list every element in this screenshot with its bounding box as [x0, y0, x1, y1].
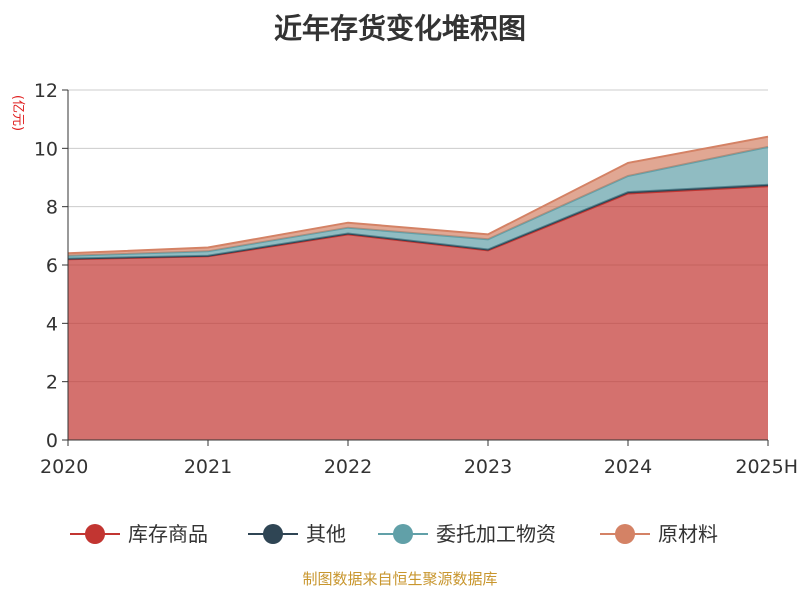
x-tick-label: 2025H — [735, 456, 798, 478]
area-series-1 — [68, 186, 768, 440]
series-line-4 — [67, 135, 769, 255]
y-tick-label: 10 — [34, 138, 58, 160]
axes: 0 2 4 6 8 10 12 2020 2021 2022 2023 2024 2025H — [34, 80, 798, 478]
legend-marker-icon — [85, 524, 105, 544]
area-series-3 — [68, 146, 768, 259]
y-tick-label: 12 — [34, 80, 58, 102]
legend-marker-icon — [263, 524, 283, 544]
area-series-4 — [68, 136, 768, 256]
legend-marker-icon — [393, 524, 413, 544]
y-tick-label: 8 — [46, 197, 58, 219]
y-tick-label: 0 — [46, 430, 58, 452]
x-tick-label: 2024 — [604, 456, 652, 478]
legend-item-2[interactable]: 其他 — [248, 522, 346, 546]
legend-item-1[interactable]: 库存商品 — [70, 522, 208, 546]
y-tick-label: 6 — [46, 255, 58, 277]
legend-item-4[interactable]: 原材料 — [600, 522, 718, 546]
legend-marker-icon — [615, 524, 635, 544]
legend-label: 原材料 — [658, 522, 718, 546]
chart-title: 近年存货变化堆积图 — [274, 12, 526, 45]
x-tick-label: 2022 — [324, 456, 372, 478]
legend-label: 其他 — [306, 522, 346, 546]
legend-item-3[interactable]: 委托加工物资 — [378, 522, 556, 546]
x-tick-label: 2023 — [464, 456, 512, 478]
x-tick-label: 2020 — [40, 456, 88, 478]
legend: 库存商品 其他 委托加工物资 原材料 — [70, 522, 718, 546]
y-axis-unit: (亿元) — [10, 95, 25, 131]
y-tick-label: 2 — [46, 372, 58, 394]
x-tick-label: 2021 — [184, 456, 232, 478]
legend-label: 委托加工物资 — [436, 522, 556, 546]
area-series-group — [67, 135, 769, 440]
y-tick-label: 4 — [46, 313, 58, 335]
legend-label: 库存商品 — [128, 522, 208, 546]
data-source-note: 制图数据来自恒生聚源数据库 — [302, 570, 497, 588]
